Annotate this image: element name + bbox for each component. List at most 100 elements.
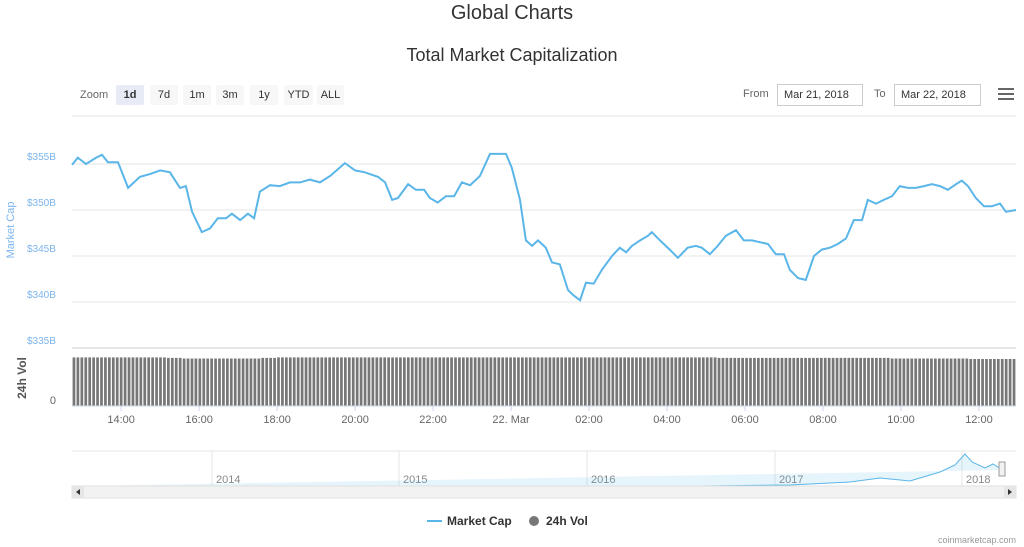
volume-bar bbox=[631, 357, 634, 406]
volume-bar bbox=[780, 357, 784, 406]
legend-market-cap[interactable]: Market Cap bbox=[447, 514, 512, 528]
volume-bar bbox=[344, 357, 347, 406]
volume-bar bbox=[497, 357, 501, 406]
navigator-handle[interactable] bbox=[998, 461, 1006, 477]
volume-bar bbox=[473, 357, 477, 406]
volume-bar bbox=[910, 358, 914, 406]
volume-bar bbox=[576, 357, 579, 406]
volume-bar bbox=[800, 357, 803, 406]
volume-bar bbox=[257, 358, 261, 406]
volume-bar bbox=[646, 357, 650, 406]
volume-bar bbox=[178, 357, 182, 406]
volume-bar bbox=[418, 357, 422, 406]
volume-axis-title: 24h Vol bbox=[15, 357, 29, 399]
volume-bar bbox=[540, 357, 544, 406]
volume-bar bbox=[792, 357, 796, 406]
volume-bar bbox=[218, 358, 221, 406]
volume-bar bbox=[202, 358, 206, 406]
volume-bar bbox=[108, 357, 111, 406]
volume-bar bbox=[635, 357, 638, 406]
volume-bar bbox=[595, 357, 599, 406]
volume-bar bbox=[127, 357, 131, 406]
volume-bar bbox=[776, 357, 780, 406]
volume-bar bbox=[304, 357, 308, 406]
zoom-1m-button[interactable]: 1m bbox=[183, 85, 211, 105]
volume-bar bbox=[505, 357, 508, 406]
volume-bar bbox=[985, 359, 988, 406]
navigator-year-label: 2017 bbox=[779, 474, 803, 486]
volume-bar bbox=[627, 357, 630, 406]
volume-bar bbox=[568, 357, 571, 406]
navigator-year-label: 2015 bbox=[403, 474, 427, 486]
to-date-input[interactable]: Mar 22, 2018 bbox=[894, 84, 981, 106]
volume-bar bbox=[1004, 359, 1008, 406]
credit-link[interactable]: coinmarketcap.com bbox=[938, 535, 1016, 545]
volume-bar bbox=[650, 357, 654, 406]
volume-bar bbox=[886, 357, 890, 406]
x-tick-label: 06:00 bbox=[731, 414, 759, 426]
x-tick-label: 22. Mar bbox=[492, 414, 530, 426]
navigator-scrollbar[interactable] bbox=[71, 485, 1017, 499]
zoom-ytd-button[interactable]: YTD bbox=[284, 85, 313, 105]
volume-bar bbox=[119, 357, 123, 406]
volume-bar bbox=[308, 357, 312, 406]
volume-bar bbox=[953, 358, 957, 406]
volume-bar bbox=[580, 357, 583, 406]
zoom-3m-button[interactable]: 3m bbox=[216, 85, 244, 105]
legend-24h-vol[interactable]: 24h Vol bbox=[546, 514, 588, 528]
from-date-input[interactable]: Mar 21, 2018 bbox=[777, 84, 863, 106]
volume-bar bbox=[977, 359, 980, 406]
volume-bar bbox=[757, 357, 760, 406]
volume-bar bbox=[662, 357, 666, 406]
volume-bar bbox=[324, 357, 328, 406]
zoom-1d-button[interactable]: 1d bbox=[116, 85, 144, 105]
volume-bar bbox=[379, 357, 383, 406]
y-tick-label: $335B bbox=[27, 336, 56, 347]
volume-bar bbox=[725, 357, 729, 406]
volume-bar bbox=[890, 358, 894, 406]
volume-bar bbox=[926, 358, 929, 406]
volume-bar bbox=[666, 357, 670, 406]
volume-bar bbox=[816, 357, 819, 406]
x-tick-label: 22:00 bbox=[419, 414, 447, 426]
volume-bar bbox=[300, 357, 304, 406]
zoom-1y-button[interactable]: 1y bbox=[250, 85, 278, 105]
volume-bar bbox=[737, 357, 741, 406]
volume-bar bbox=[198, 358, 202, 406]
volume-bar bbox=[871, 357, 874, 406]
volume-bar bbox=[957, 358, 961, 406]
market-cap-line bbox=[71, 152, 1017, 302]
volume-bar bbox=[123, 357, 127, 406]
volume-bar bbox=[265, 357, 269, 406]
volume-bar bbox=[548, 357, 552, 406]
volume-bar bbox=[249, 358, 253, 406]
volume-bar bbox=[823, 357, 827, 406]
volume-bar bbox=[941, 358, 945, 406]
zoom-7d-button[interactable]: 7d bbox=[150, 85, 178, 105]
volume-bar bbox=[367, 357, 371, 406]
volume-bar bbox=[229, 358, 233, 406]
zoom-all-button[interactable]: ALL bbox=[317, 85, 344, 105]
volume-bar bbox=[729, 357, 733, 406]
volume-bar bbox=[654, 357, 658, 406]
volume-bar bbox=[808, 357, 811, 406]
volume-tick-label: 0 bbox=[50, 395, 56, 407]
volume-bar bbox=[902, 358, 906, 406]
volume-bar bbox=[493, 357, 497, 406]
navigator-series bbox=[85, 453, 1004, 487]
volume-bar bbox=[281, 357, 284, 406]
volume-bar bbox=[147, 357, 151, 406]
volume-bar bbox=[489, 357, 493, 406]
volume-bar bbox=[989, 359, 992, 406]
volume-bar bbox=[406, 357, 410, 406]
volume-bar bbox=[760, 357, 764, 406]
volume-bar bbox=[375, 357, 379, 406]
volume-bar bbox=[560, 357, 564, 406]
volume-bar bbox=[831, 357, 835, 406]
volume-bar bbox=[328, 357, 331, 406]
x-tick-label: 20:00 bbox=[341, 414, 369, 426]
hamburger-icon[interactable] bbox=[998, 88, 1014, 102]
volume-bar bbox=[237, 358, 241, 406]
volume-bar bbox=[96, 357, 99, 406]
